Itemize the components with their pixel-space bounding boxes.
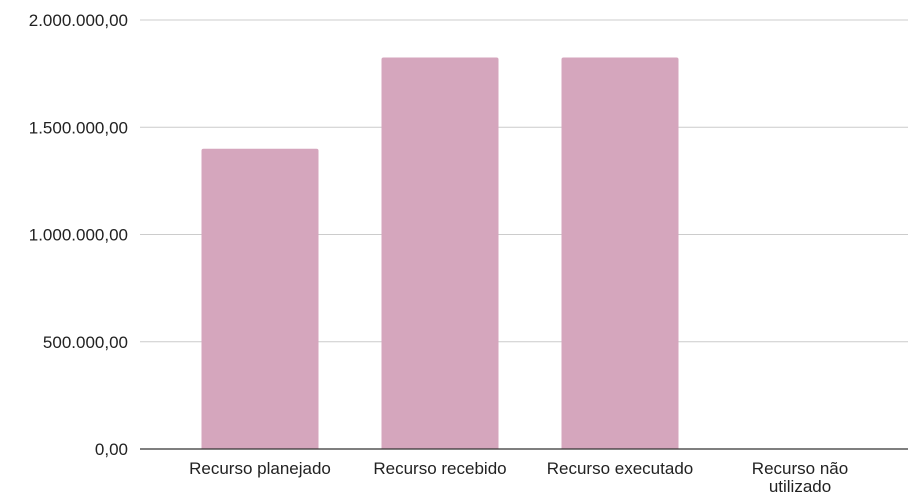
y-tick-label: 500.000,00 <box>43 333 128 352</box>
x-tick-label: Recurso planejado <box>189 459 331 478</box>
y-tick-label: 1.000.000,00 <box>29 226 128 245</box>
x-tick-label: Recurso executado <box>547 459 693 478</box>
y-tick-label: 1.500.000,00 <box>29 118 128 137</box>
bars <box>201 57 679 449</box>
x-axis-labels: Recurso planejado Recurso recebido Recurso… <box>189 459 848 496</box>
bar <box>201 148 319 449</box>
x-tick-label: Recurso recebido <box>373 459 506 478</box>
x-tick-label: Recurso não utilizado <box>752 459 848 496</box>
bar <box>381 57 499 449</box>
y-axis-ticks: 0,00 500.000,00 1.000.000,00 1.500.000,00 2.… <box>29 11 128 459</box>
y-tick-label: 0,00 <box>95 440 128 459</box>
bar <box>561 57 679 449</box>
y-tick-label: 2.000.000,00 <box>29 11 128 30</box>
